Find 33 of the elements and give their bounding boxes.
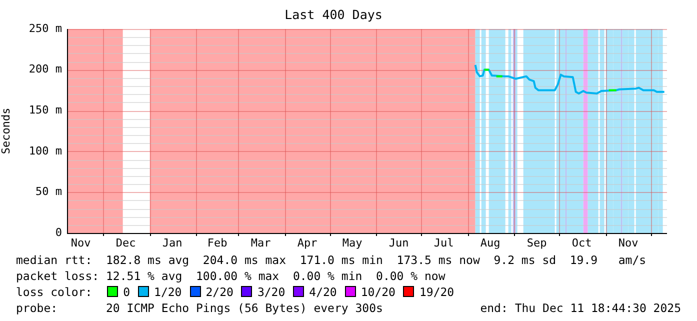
x-tick-label: Mar [250,236,272,250]
text: end: Thu Dec 11 18:44:30 2025 [480,301,681,315]
x-tick-label: Sep [526,236,547,250]
x-tick-label: Nov [70,236,92,250]
legend-label: 3/20 [257,285,286,299]
x-tick-label: Apr [297,236,318,250]
x-tick-label: Feb [207,236,228,250]
y-tick-label: 100 m [28,144,62,158]
y-tick-label: 200 m [28,62,62,76]
chart-title: Last 400 Days [284,6,382,22]
legend-title: loss color: [16,285,92,299]
x-tick-label: Oct [572,236,592,250]
y-axis-title: Seconds [0,108,12,154]
x-tick-label: Dec [116,236,136,250]
text: packet loss: 12.51 % avg 100.00 % max 0.00 % min 0.00 % now [16,269,446,283]
legend-label: 2/20 [206,285,234,299]
legend-label: 0 [123,285,130,299]
legend-label: 19/20 [419,285,454,299]
x-tick-label: Jul [434,236,454,250]
text: probe: 20 ICMP Echo Pings (56 Bytes) every 300s [16,301,383,315]
legend-label: 4/20 [309,285,337,299]
x-tick-label: Aug [480,236,500,250]
legend-label: 1/20 [154,285,182,299]
x-tick-label: May [342,236,363,250]
y-tick-label: 150 m [28,103,62,116]
text: median rtt: 182.8 ms avg 204.0 ms max 171.0 ms min 173.5 ms now 9.2 ms sd 19.9 am/s [16,253,646,267]
x-tick-label: Jan [162,236,182,250]
x-tick-label: Jun [388,236,409,250]
y-tick-label: 50 m [36,185,62,198]
x-tick-label: Nov [618,236,639,250]
y-tick-label: 0 [55,226,62,239]
legend-label: 10/20 [360,285,396,299]
y-tick-label: 250 m [28,22,62,35]
